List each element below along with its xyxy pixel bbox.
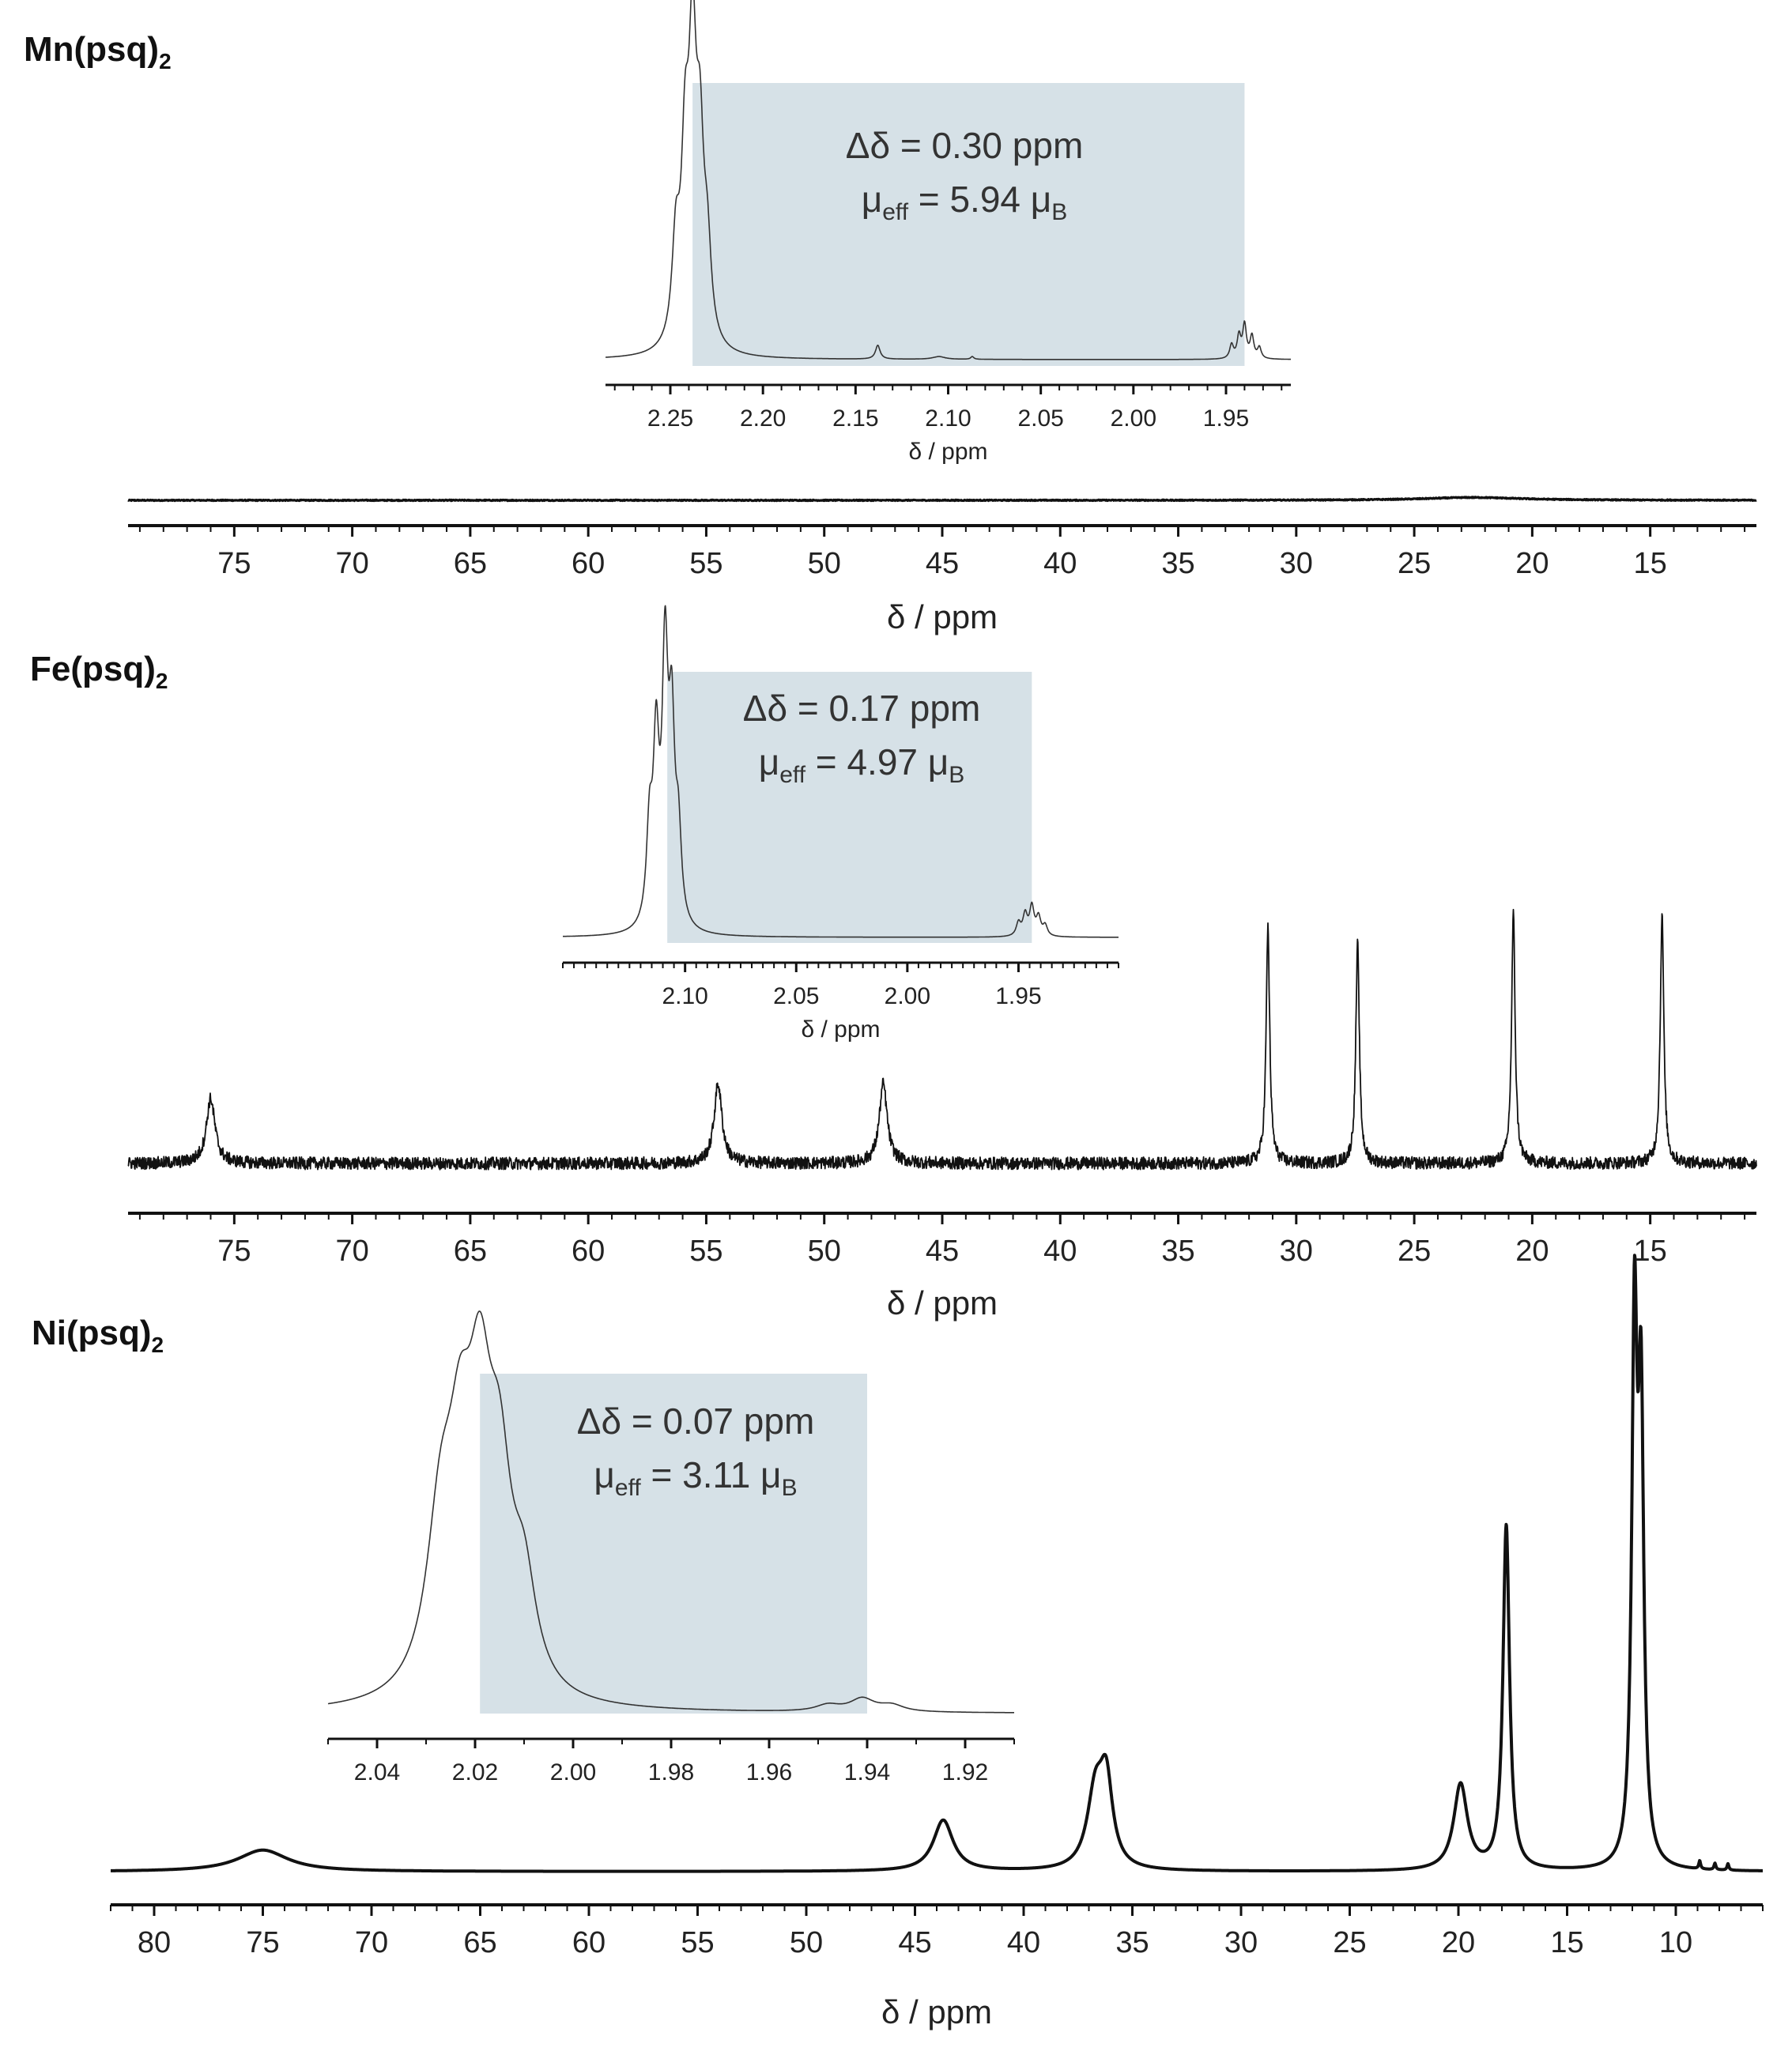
panel-label-subscript: 2: [159, 48, 172, 74]
mu-eff-text: μeff = 4.97 μB: [758, 741, 965, 789]
panel-label-text: Mn(psq): [24, 30, 160, 69]
x-tick-label: 30: [1280, 547, 1313, 580]
inset-annotation-fe: Δδ = 0.17 ppm μeff = 4.97 μB: [696, 681, 1028, 802]
panel-label-ni: Ni(psq)2: [32, 1314, 164, 1358]
x-axis-title: δ / ppm: [887, 598, 998, 635]
x-axis-title: δ / ppm: [801, 1016, 880, 1043]
inset-highlight-band: [480, 1374, 867, 1714]
x-tick-label: 25: [1398, 1235, 1431, 1268]
delta-shift-text: Δδ = 0.07 ppm: [576, 1401, 815, 1442]
x-tick-label: 45: [926, 1235, 959, 1268]
mu-eff-text: μeff = 3.11 μB: [594, 1454, 798, 1502]
x-tick-label: 35: [1161, 1235, 1194, 1268]
panel-label-subscript: 2: [151, 1332, 164, 1357]
x-tick-label: 1.96: [746, 1759, 792, 1785]
x-tick-label: 2.10: [662, 983, 707, 1009]
mu-eff-text: μeff = 5.94 μB: [861, 179, 1068, 226]
x-tick-label: 50: [808, 1235, 841, 1268]
x-axis-title: δ / ppm: [908, 439, 987, 465]
x-tick-label: 30: [1280, 1235, 1313, 1268]
x-tick-label: 2.20: [740, 405, 786, 432]
spectrum-trace: [605, 0, 1292, 360]
x-tick-label: 35: [1161, 547, 1194, 580]
delta-shift-text: Δδ = 0.30 ppm: [845, 125, 1084, 166]
x-axis-title: δ / ppm: [881, 1993, 992, 2030]
x-tick-label: 65: [454, 547, 487, 580]
x-tick-label: 1.98: [648, 1759, 694, 1785]
panel-label-text: Ni(psq): [32, 1314, 152, 1352]
inset-highlight-band: [667, 672, 1032, 943]
x-tick-label: 1.95: [995, 983, 1041, 1009]
x-tick-label: 2.00: [550, 1759, 596, 1785]
x-tick-label: 2.02: [452, 1759, 498, 1785]
x-tick-label: 55: [689, 547, 722, 580]
x-tick-label: 35: [1115, 1926, 1149, 1959]
x-tick-label: 60: [572, 547, 605, 580]
spectrum-trace: [127, 496, 1757, 503]
spectrum-trace: [127, 908, 1757, 1171]
inset-annotation-ni: Δδ = 0.07 ppm μeff = 3.11 μB: [530, 1394, 862, 1515]
x-tick-label: 60: [572, 1235, 605, 1268]
x-tick-label: 20: [1515, 547, 1549, 580]
x-tick-label: 70: [355, 1926, 388, 1959]
x-tick-label: 45: [926, 547, 959, 580]
x-tick-label: 2.04: [354, 1759, 400, 1785]
panel-label-mn: Mn(psq)2: [24, 30, 172, 74]
panel-label-subscript: 2: [155, 668, 168, 693]
inset-highlight-band: [692, 83, 1245, 366]
x-tick-label: 1.95: [1203, 405, 1249, 432]
x-tick-label: 1.94: [844, 1759, 890, 1785]
x-tick-label: 20: [1442, 1926, 1475, 1959]
x-tick-label: 40: [1043, 547, 1077, 580]
x-tick-label: 15: [1634, 547, 1667, 580]
x-tick-label: 1.92: [942, 1759, 988, 1785]
x-tick-label: 55: [681, 1926, 714, 1959]
spectrum-trace: [327, 1310, 1015, 1714]
x-tick-label: 40: [1043, 1235, 1077, 1268]
x-tick-label: 50: [808, 547, 841, 580]
spectrum-trace: [109, 1254, 1764, 1873]
x-tick-label: 2.00: [1111, 405, 1156, 432]
x-tick-label: 2.05: [1017, 405, 1063, 432]
x-tick-label: 2.10: [925, 405, 971, 432]
x-tick-label: 75: [246, 1926, 279, 1959]
x-tick-label: 25: [1333, 1926, 1366, 1959]
x-tick-label: 75: [217, 547, 251, 580]
x-tick-label: 65: [463, 1926, 496, 1959]
x-tick-label: 70: [335, 547, 368, 580]
x-tick-label: 25: [1398, 547, 1431, 580]
x-tick-label: 20: [1515, 1235, 1549, 1268]
x-tick-label: 30: [1224, 1926, 1258, 1959]
inset-annotation-mn: Δδ = 0.30 ppm μeff = 5.94 μB: [798, 119, 1130, 239]
x-tick-label: 15: [1550, 1926, 1583, 1959]
x-tick-label: 15: [1634, 1235, 1667, 1268]
x-tick-label: 40: [1007, 1926, 1040, 1959]
x-axis-title: δ / ppm: [887, 1284, 998, 1322]
x-tick-label: 50: [790, 1926, 823, 1959]
x-tick-label: 10: [1659, 1926, 1692, 1959]
x-tick-label: 2.25: [647, 405, 693, 432]
x-tick-label: 2.00: [885, 983, 930, 1009]
panel-label-fe: Fe(psq)2: [30, 650, 168, 694]
spectrum-trace: [562, 605, 1119, 938]
x-tick-label: 75: [217, 1235, 251, 1268]
x-tick-label: 2.05: [773, 983, 819, 1009]
delta-shift-text: Δδ = 0.17 ppm: [742, 688, 981, 729]
x-tick-label: 55: [689, 1235, 722, 1268]
x-tick-label: 70: [335, 1235, 368, 1268]
x-tick-label: 2.15: [832, 405, 878, 432]
x-tick-label: 45: [898, 1926, 931, 1959]
x-tick-label: 60: [572, 1926, 606, 1959]
panel-label-text: Fe(psq): [30, 650, 156, 688]
x-tick-label: 80: [138, 1926, 171, 1959]
x-tick-label: 65: [454, 1235, 487, 1268]
